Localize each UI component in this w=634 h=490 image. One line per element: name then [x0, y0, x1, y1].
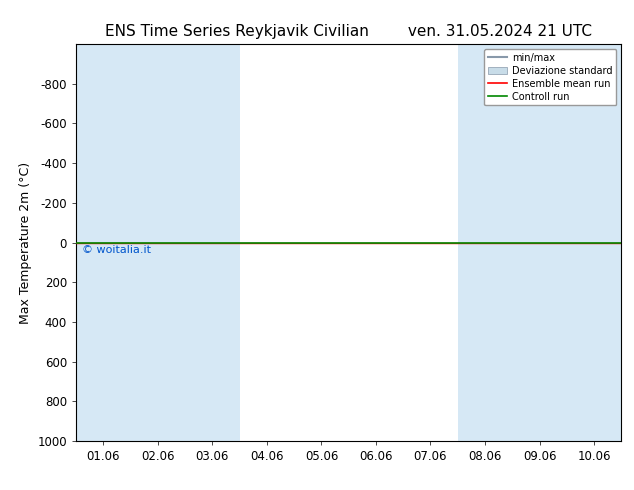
Bar: [458, 44, 512, 441]
Title: ENS Time Series Reykjavik Civilian        ven. 31.05.2024 21 UTC: ENS Time Series Reykjavik Civilian ven. …: [105, 24, 592, 39]
Text: © woitalia.it: © woitalia.it: [82, 245, 150, 254]
Bar: [185, 44, 240, 441]
Legend: min/max, Deviazione standard, Ensemble mean run, Controll run: min/max, Deviazione standard, Ensemble m…: [484, 49, 616, 105]
Bar: [131, 44, 185, 441]
Bar: [512, 44, 567, 441]
Bar: [76, 44, 131, 441]
Bar: [567, 44, 621, 441]
Y-axis label: Max Temperature 2m (°C): Max Temperature 2m (°C): [19, 162, 32, 323]
